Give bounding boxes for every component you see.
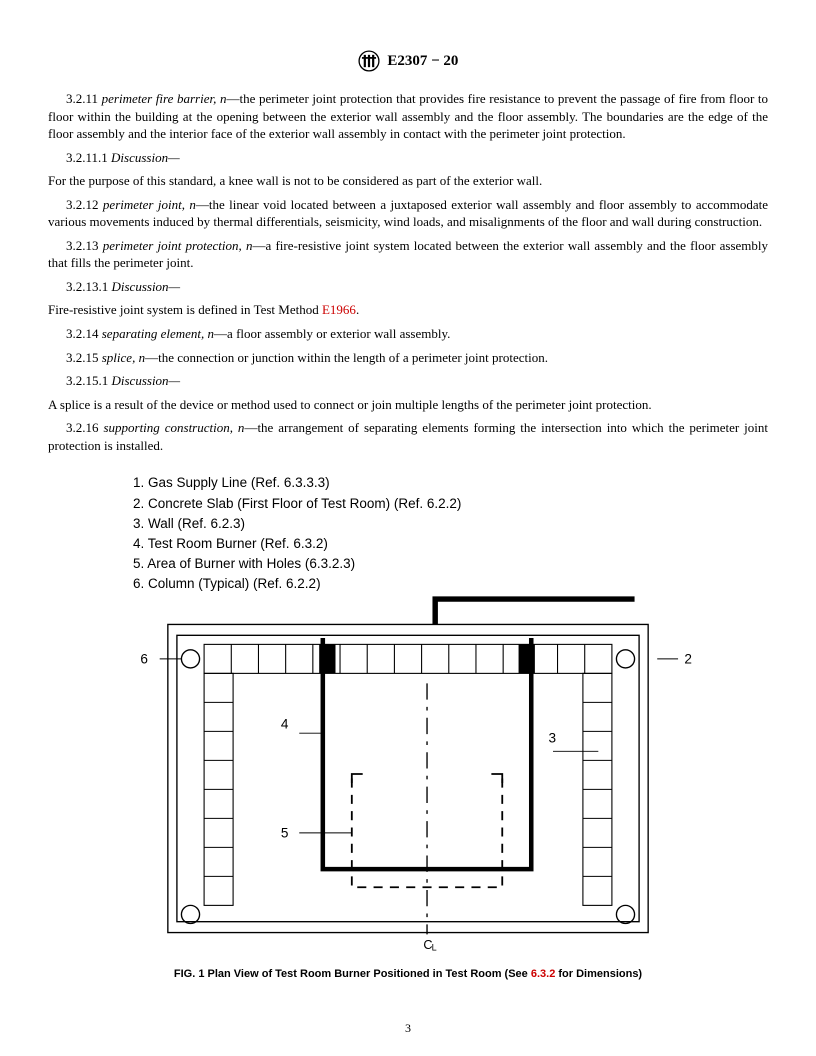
discussion-text: For the purpose of this standard, a knee… <box>48 172 768 190</box>
def-term: perimeter joint protection, n <box>103 238 253 253</box>
fig-legend-5: 5. Area of Burner with Holes (6.3.2.3) <box>133 555 768 573</box>
definition-3-2-14: 3.2.14 separating element, n—a floor ass… <box>48 325 768 343</box>
disc-label: Discussion— <box>112 279 181 294</box>
disc-post: . <box>356 302 359 317</box>
disc-num: 3.2.11.1 <box>66 150 108 165</box>
discussion-head-3-2-15-1: 3.2.15.1 Discussion— <box>66 372 768 390</box>
svg-text:3: 3 <box>548 730 556 745</box>
disc-label: Discussion— <box>111 150 180 165</box>
fig-legend-3: 3. Wall (Ref. 6.2.3) <box>133 515 768 533</box>
svg-text:5: 5 <box>281 825 289 840</box>
disc-pre: Fire-resistive joint system is defined i… <box>48 302 322 317</box>
svg-text:6: 6 <box>140 651 148 666</box>
svg-text:L: L <box>432 942 437 952</box>
caption-post: for Dimensions) <box>555 968 642 980</box>
disc-num: 3.2.13.1 <box>66 279 108 294</box>
reference-link-e1966[interactable]: E1966 <box>322 302 356 317</box>
def-num: 3.2.15 <box>66 350 99 365</box>
discussion-text: Fire-resistive joint system is defined i… <box>48 301 768 319</box>
discussion-text: A splice is a result of the device or me… <box>48 396 768 414</box>
def-term: separating element, n <box>102 326 214 341</box>
page-header: E2307 − 20 <box>48 50 768 72</box>
fig-legend-6: 6. Column (Typical) (Ref. 6.2.2) <box>133 575 768 593</box>
def-num: 3.2.16 <box>66 420 99 435</box>
def-term: perimeter fire barrier, n <box>102 91 227 106</box>
svg-text:2: 2 <box>684 651 692 666</box>
discussion-head-3-2-11-1: 3.2.11.1 Discussion— <box>66 149 768 167</box>
standard-designation: E2307 − 20 <box>387 53 458 69</box>
page-number: 3 <box>0 1020 816 1036</box>
figure-1-svg: 1 6 2 3 4 5 C L <box>118 596 698 961</box>
definition-3-2-16: 3.2.16 supporting construction, n—the ar… <box>48 419 768 454</box>
def-text: —a floor assembly or exterior wall assem… <box>214 326 450 341</box>
disc-label: Discussion— <box>112 373 181 388</box>
caption-ref: 6.3.2 <box>531 968 555 980</box>
fig-legend-1: 1. Gas Supply Line (Ref. 6.3.3.3) <box>133 474 768 492</box>
def-num: 3.2.14 <box>66 326 99 341</box>
definition-3-2-15: 3.2.15 splice, n—the connection or junct… <box>48 349 768 367</box>
definition-3-2-13: 3.2.13 perimeter joint protection, n—a f… <box>48 237 768 272</box>
astm-logo-icon <box>358 50 380 72</box>
figure-1-caption: FIG. 1 Plan View of Test Room Burner Pos… <box>48 967 768 982</box>
def-num: 3.2.13 <box>66 238 99 253</box>
def-text: —the connection or junction within the l… <box>145 350 548 365</box>
disc-num: 3.2.15.1 <box>66 373 108 388</box>
definition-3-2-12: 3.2.12 perimeter joint, n—the linear voi… <box>48 196 768 231</box>
svg-text:4: 4 <box>281 716 289 731</box>
fig-legend-2: 2. Concrete Slab (First Floor of Test Ro… <box>133 495 768 513</box>
caption-pre: FIG. 1 Plan View of Test Room Burner Pos… <box>174 968 531 980</box>
def-term: supporting construction, n <box>103 420 244 435</box>
def-term: splice, n <box>102 350 145 365</box>
definition-3-2-11: 3.2.11 perimeter fire barrier, n—the per… <box>48 90 768 143</box>
def-num: 3.2.12 <box>66 197 99 212</box>
discussion-head-3-2-13-1: 3.2.13.1 Discussion— <box>66 278 768 296</box>
figure-1: 1. Gas Supply Line (Ref. 6.3.3.3) 2. Con… <box>48 474 768 981</box>
def-term: perimeter joint, n <box>103 197 196 212</box>
fig-legend-4: 4. Test Room Burner (Ref. 6.3.2) <box>133 535 768 553</box>
def-num: 3.2.11 <box>66 91 98 106</box>
